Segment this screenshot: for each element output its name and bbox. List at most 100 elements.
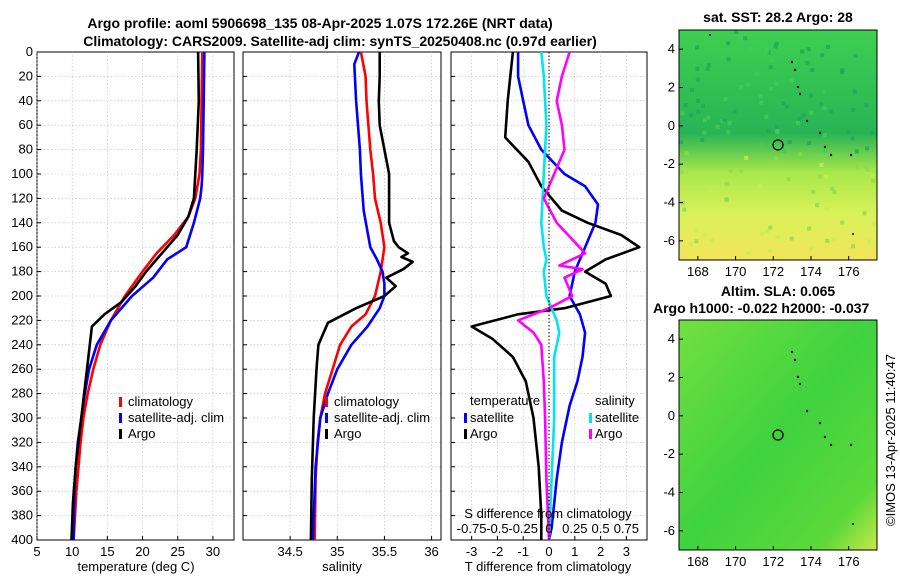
sst-cell	[865, 167, 870, 172]
top-tick-label: 0	[545, 521, 552, 536]
sst-cell	[863, 164, 868, 169]
map-y-tick-label: 4	[668, 331, 675, 346]
sst-cell	[743, 36, 748, 41]
sst-cell	[773, 44, 778, 49]
temperature-panel: 0 20 40 60 80 100 120 140 160 180 200 220 240 260 280 3…	[11, 44, 235, 574]
sst-cell	[846, 129, 851, 134]
map-y-tick-label: -6	[663, 233, 675, 248]
series-argo	[70, 51, 201, 541]
legend-sal-argo-swatch	[589, 429, 592, 439]
sst-argo-marker	[772, 139, 784, 151]
sst-cell	[700, 104, 705, 109]
y-tick-label: 100	[11, 166, 33, 181]
sst-cell	[709, 238, 714, 242]
sst-cell	[830, 186, 835, 191]
sst-cell	[726, 130, 731, 135]
sla-islands	[790, 350, 854, 525]
legend-satellite-swatch	[325, 413, 328, 423]
sst-cell	[709, 189, 713, 194]
sst-cell	[782, 149, 787, 154]
top-tick-label: 0.25	[562, 521, 587, 536]
legend-argo-swatch	[119, 429, 122, 439]
map-x-tick-label: 174	[800, 264, 822, 279]
sst-cell	[866, 239, 871, 244]
map-x-tick-label: 176	[838, 264, 860, 279]
sst-cell	[789, 78, 794, 83]
sst-cell	[822, 106, 827, 111]
top-tick-label: -0.75	[457, 521, 487, 536]
sst-cell	[738, 84, 743, 89]
sst-cell	[702, 130, 707, 135]
map-x-tick-label: 168	[687, 554, 709, 569]
map-y-tick-label: -6	[663, 523, 675, 538]
x-tick-label: 5	[33, 544, 40, 559]
map-y-tick-label: -2	[663, 446, 675, 461]
x-tick-label: 2	[597, 544, 604, 559]
sst-cell	[820, 53, 825, 58]
sst-cell	[768, 225, 773, 230]
sla-map-title2: Argo h1000: -0.022 h2000: -0.037	[653, 300, 870, 316]
x-tick-label: -3	[466, 544, 478, 559]
top-tick-label: 0.75	[614, 521, 639, 536]
sst-cell	[682, 207, 687, 212]
salinity-panel: 34.5 35 35.5 36 salinity climatology satell…	[242, 51, 442, 574]
sst-cell	[855, 165, 860, 170]
sst-cell	[765, 229, 770, 234]
sst-cell	[759, 183, 763, 188]
sst-cell	[758, 94, 763, 99]
sst-cell	[870, 130, 875, 135]
sst-cell	[711, 30, 716, 35]
sst-cell	[748, 47, 753, 52]
sst-cell	[694, 34, 699, 39]
series-temperature-satellite	[516, 52, 600, 541]
x-tick-label: 30	[206, 544, 220, 559]
sst-cell	[680, 111, 685, 116]
legend-climatology-swatch	[325, 397, 328, 407]
sst-cell	[851, 244, 856, 249]
sst-cell	[731, 203, 736, 208]
series-salinity-argo	[516, 51, 587, 541]
x-tick-label: -1	[517, 544, 529, 559]
sst-cell	[724, 197, 729, 202]
sst-cell	[695, 45, 700, 50]
legend-temperature-title: temperature	[470, 393, 540, 408]
temperature-legend: climatology satellite-adj. clim Argo	[119, 394, 224, 441]
sst-cell	[789, 236, 794, 241]
sst-cell	[770, 58, 774, 63]
sst-cell	[774, 82, 779, 86]
y-tick-label: 120	[11, 190, 33, 205]
sst-map-panel: sat. SST: 28.2 Argo: 28 168 170 172 174 176 4…	[663, 9, 878, 279]
sst-cell	[745, 82, 750, 87]
sst-cell	[862, 211, 867, 216]
sst-cell	[825, 45, 830, 50]
sst-map-axes	[678, 29, 878, 261]
sst-cell	[787, 140, 792, 145]
sla-heatmap	[679, 320, 877, 550]
sst-cell	[726, 41, 731, 46]
sst-cell	[809, 110, 814, 115]
y-tick-label: 0	[26, 44, 33, 59]
y-tick-label: 240	[11, 337, 33, 352]
sst-cell	[702, 233, 707, 238]
y-tick-label: 260	[11, 361, 33, 376]
sst-cell	[796, 120, 800, 125]
sst-cell	[703, 194, 708, 199]
sst-cell	[767, 248, 772, 253]
x-tick-label: 34.5	[277, 544, 302, 559]
sst-cell	[809, 93, 814, 98]
sst-cell	[722, 118, 727, 123]
sla-map-panel: Altim. SLA: 0.065 Argo h1000: -0.022 h20…	[653, 283, 878, 569]
difference-xlabel-top: S difference from climatology	[464, 506, 632, 521]
sst-cell	[806, 47, 811, 52]
legend-climatology: climatology	[334, 394, 400, 409]
sst-cell	[696, 109, 701, 114]
sst-cell	[764, 115, 769, 120]
sst-cell	[744, 155, 749, 160]
map-x-tick-label: 170	[725, 264, 747, 279]
sst-cell	[694, 239, 699, 244]
y-tick-label: 300	[11, 410, 33, 425]
sst-cell	[703, 118, 707, 123]
legend-sal-argo: Argo	[595, 426, 622, 441]
sst-cell	[831, 236, 836, 241]
sst-cell	[774, 156, 779, 161]
